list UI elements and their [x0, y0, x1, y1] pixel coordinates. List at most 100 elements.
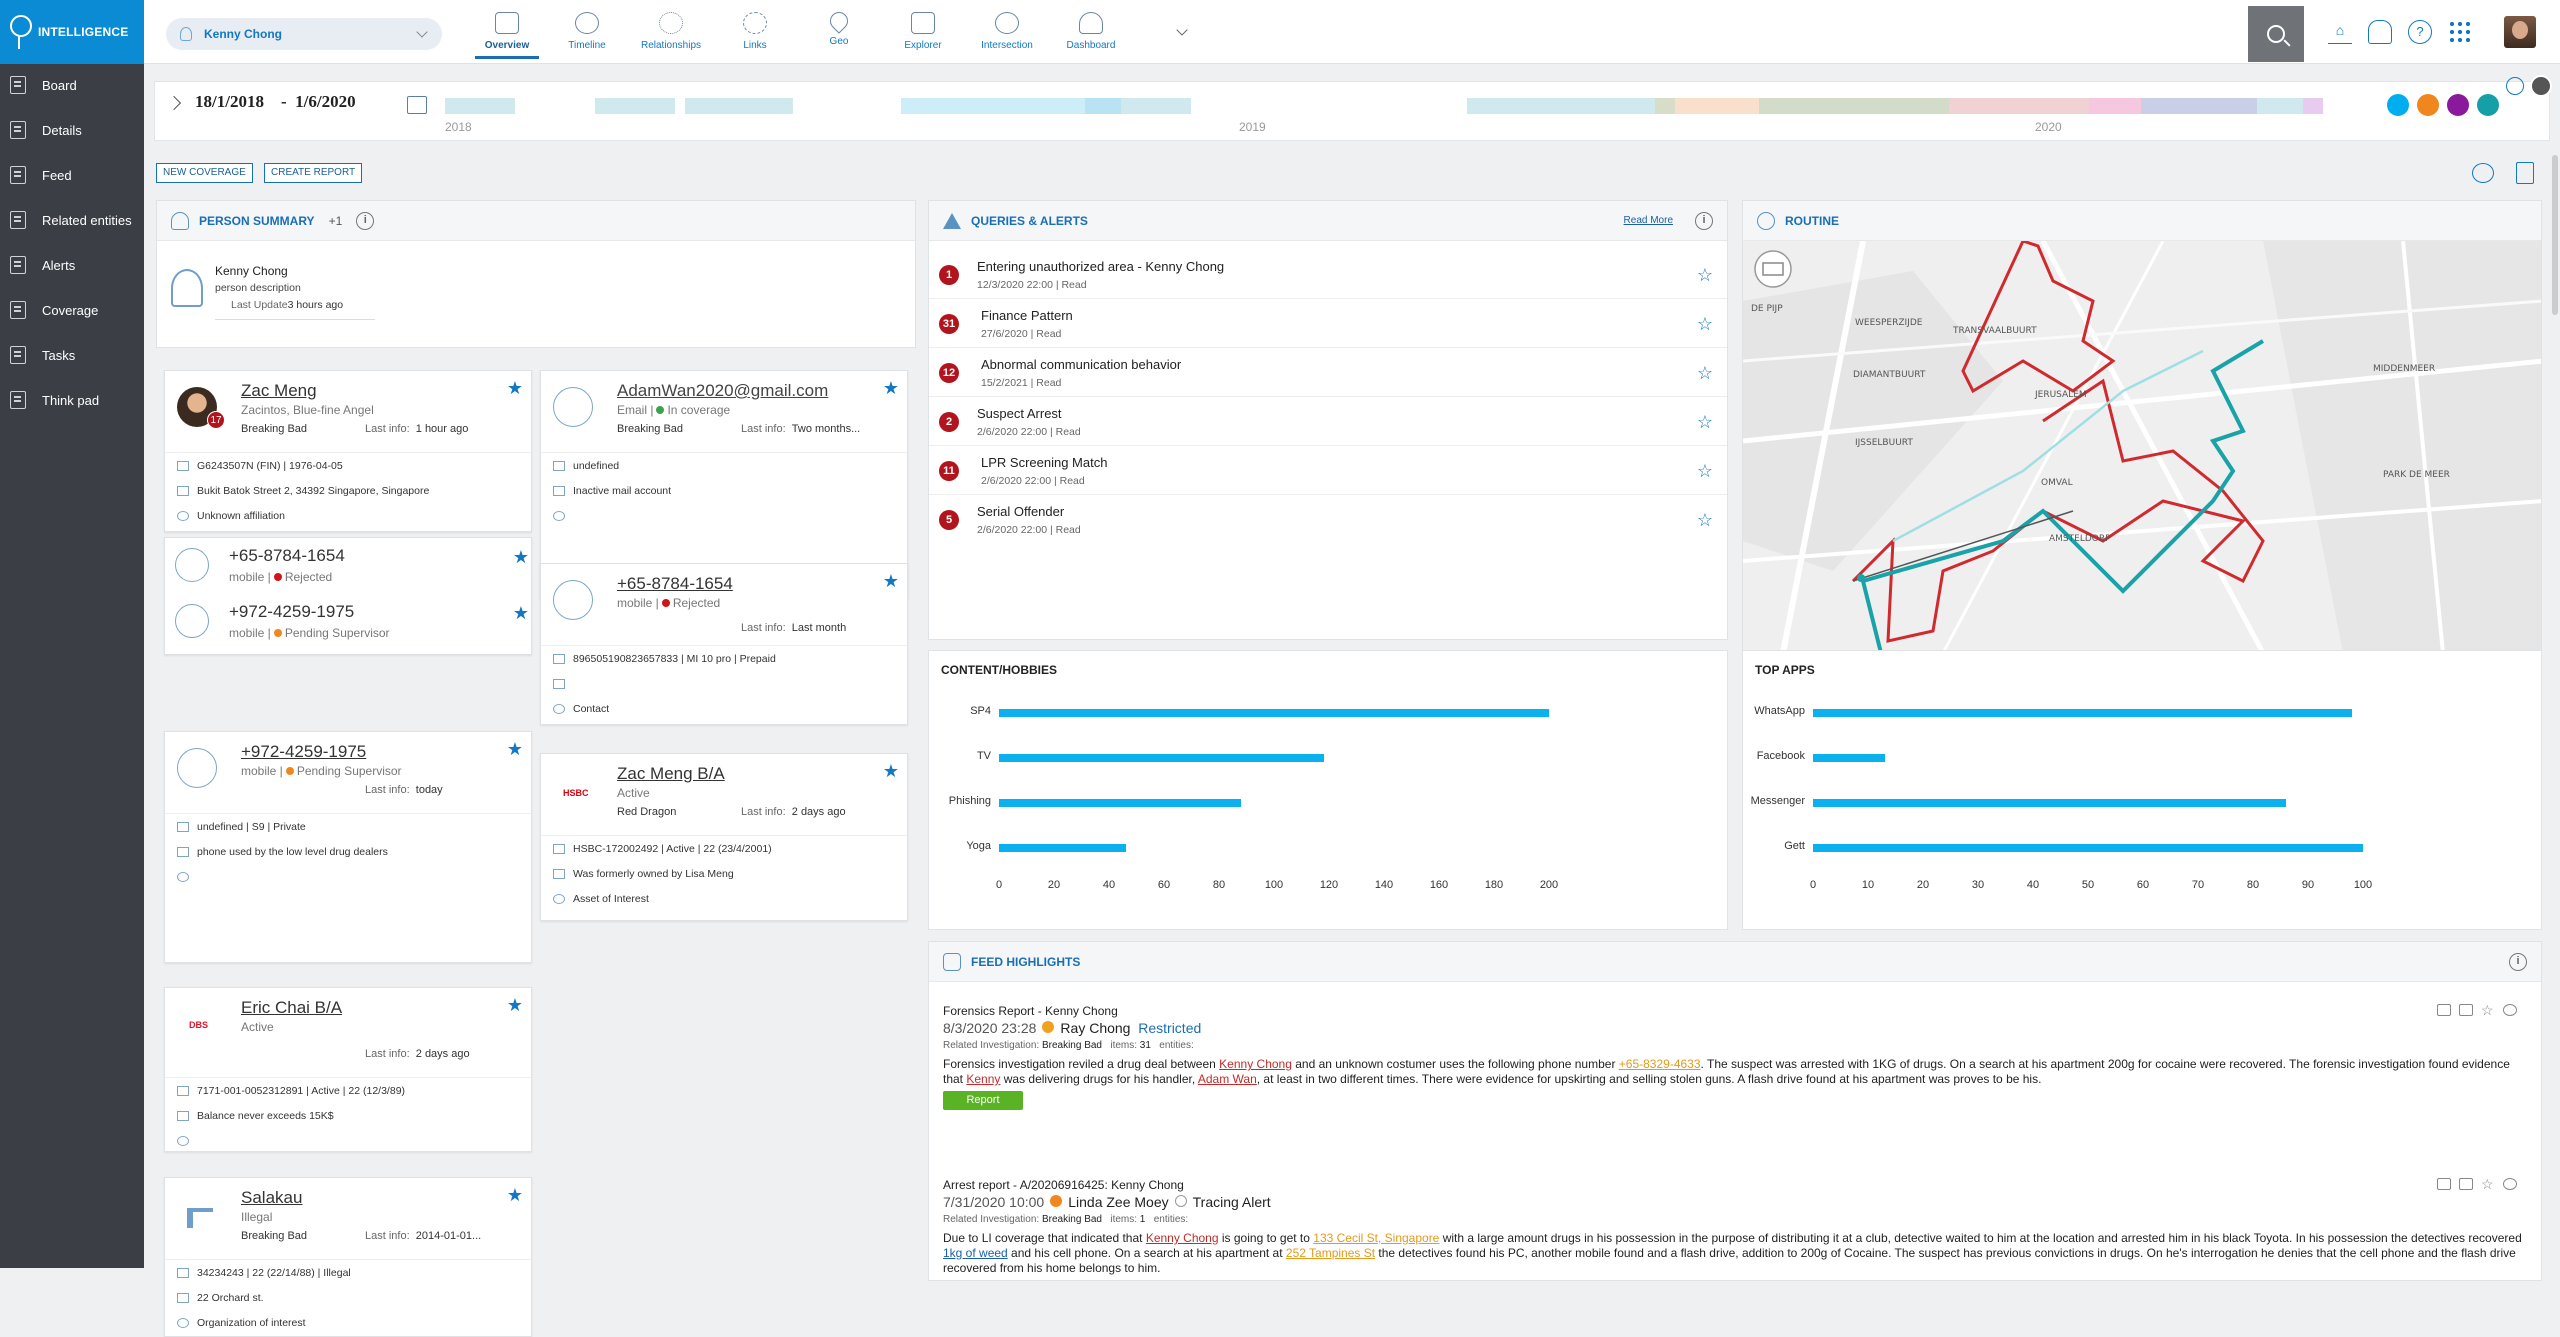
filter-dot-teal[interactable]	[2477, 94, 2499, 116]
star-icon[interactable]: ★	[506, 995, 523, 1015]
entity-card-eric-chai[interactable]: DBS Eric Chai B/A Active Last info: 2 da…	[164, 987, 532, 1152]
entity-name[interactable]: +65-8784-1654	[617, 574, 733, 593]
entity-name[interactable]: AdamWan2020@gmail.com	[617, 381, 829, 400]
bar[interactable]	[1813, 709, 2352, 717]
feed-photo[interactable]	[943, 1280, 1739, 1281]
info-icon[interactable]	[1174, 1195, 1187, 1207]
sidebar-item-board[interactable]: Board	[0, 70, 144, 100]
star-icon[interactable]: ★	[882, 571, 899, 591]
star-outline-icon[interactable]: ☆	[1696, 510, 1713, 530]
timeline-segment[interactable]	[793, 98, 901, 114]
star-icon[interactable]: ★	[882, 378, 899, 398]
home-icon[interactable]: ⌂	[2328, 20, 2352, 44]
info-icon[interactable]: i	[1695, 211, 1713, 230]
routine-map[interactable]: WEESPERZIJDE TRANSVAALBUURT DIAMANTBUURT…	[1743, 241, 2542, 652]
timeline-segment[interactable]	[445, 98, 515, 114]
star-icon[interactable]: ★	[882, 761, 899, 781]
bar[interactable]	[999, 754, 1324, 762]
timeline-segment[interactable]	[515, 98, 595, 114]
settings-icon[interactable]	[2506, 77, 2524, 95]
phone-entry[interactable]: +972-4259-1975 mobile | Pending Superviso…	[165, 594, 537, 650]
sidebar-item-feed[interactable]: Feed	[0, 160, 144, 190]
person-selector[interactable]: Kenny Chong	[166, 18, 442, 50]
date-range[interactable]: 18/1/2018 - 1/6/2020	[195, 92, 356, 112]
entity-name[interactable]: Salakau	[241, 1188, 303, 1207]
like-icon[interactable]	[2437, 1004, 2451, 1016]
entity-card-zac-meng[interactable]: 17 Zac Meng Zacintos, Blue-fine Angel Br…	[164, 370, 532, 532]
entity-link[interactable]: Kenny	[966, 1072, 1001, 1086]
star-outline-icon[interactable]: ☆	[2481, 1176, 2494, 1192]
bar[interactable]	[1813, 844, 2363, 852]
bar[interactable]	[999, 799, 1241, 807]
star-outline-icon[interactable]: ☆	[1696, 461, 1713, 481]
entity-name[interactable]: Zac Meng	[241, 381, 317, 400]
timeline-segment[interactable]	[1949, 98, 2089, 114]
sidebar-item-tasks[interactable]: Tasks	[0, 340, 144, 370]
tab-timeline[interactable]: Timeline	[547, 12, 627, 51]
alert-item[interactable]: 2 Suspect Arrest 2/6/2020 22:00 | Read ☆	[929, 398, 1727, 446]
tab-links[interactable]: Links	[715, 12, 795, 51]
tab-geo[interactable]: Geo	[799, 8, 879, 47]
star-icon[interactable]: ★	[512, 603, 529, 623]
entity-card-salakau[interactable]: Salakau Illegal Breaking Bad Last info: …	[164, 1177, 532, 1337]
entity-card-phone[interactable]: +972-4259-1975 mobile | Pending Superviso…	[164, 731, 532, 963]
sidebar-item-related-entities[interactable]: Related entities	[0, 205, 144, 235]
report-button[interactable]: Report	[943, 1091, 1023, 1110]
entity-name[interactable]: Eric Chai B/A	[241, 998, 343, 1017]
phones-card[interactable]: +65-8784-1654 mobile | Rejected ★ +972-42…	[164, 537, 532, 655]
timeline-segment[interactable]	[2303, 98, 2323, 114]
timeline-segment[interactable]	[595, 98, 675, 114]
user-avatar[interactable]	[2504, 16, 2536, 48]
report-icon[interactable]	[2516, 162, 2534, 184]
star-outline-icon[interactable]: ☆	[1696, 412, 1713, 432]
star-icon[interactable]: ★	[512, 547, 529, 567]
star-icon[interactable]: ★	[506, 739, 523, 759]
filter-dot-purple[interactable]	[2447, 94, 2469, 116]
like-icon[interactable]	[2437, 1178, 2451, 1190]
tab-explorer[interactable]: Explorer	[883, 12, 963, 51]
info-icon[interactable]: i	[2509, 952, 2527, 971]
alert-item[interactable]: 5 Serial Offender 2/6/2020 22:00 | Read ☆	[929, 496, 1727, 544]
apps-grid-icon[interactable]	[2448, 20, 2472, 44]
history-icon[interactable]	[2530, 75, 2552, 97]
bar[interactable]	[999, 844, 1126, 852]
calendar-icon[interactable]	[407, 96, 427, 114]
info-icon[interactable]: i	[356, 211, 375, 230]
feed-author[interactable]: Ray Chong	[1060, 1020, 1131, 1036]
filter-dot-blue[interactable]	[2387, 94, 2409, 116]
new-coverage-button[interactable]: NEW COVERAGE	[156, 163, 253, 183]
timeline-segment[interactable]	[1675, 98, 1759, 114]
star-icon[interactable]: ★	[506, 378, 523, 398]
comment-icon[interactable]	[2459, 1178, 2473, 1190]
entity-link[interactable]: Adam Wan	[1197, 1072, 1257, 1086]
app-logo[interactable]: INTELLIGENCE	[0, 0, 144, 64]
timeline-segment[interactable]	[1759, 98, 1949, 114]
alert-item[interactable]: 1 Entering unauthorized area - Kenny Chon…	[929, 251, 1727, 299]
feed-item-2[interactable]: ☆ Arrest report - A/20206916425: Kenny C…	[943, 1176, 2527, 1281]
alert-item[interactable]: 12 Abnormal communication behavior 15/2/20…	[929, 349, 1727, 397]
timeline-segment[interactable]	[1191, 98, 1467, 114]
entity-name[interactable]: Zac Meng B/A	[617, 764, 725, 783]
star-outline-icon[interactable]: ☆	[2481, 1002, 2494, 1018]
entity-card-email[interactable]: AdamWan2020@gmail.com Email | In coverage…	[540, 370, 908, 600]
sidebar-item-details[interactable]: Details	[0, 115, 144, 145]
star-outline-icon[interactable]: ☆	[1696, 363, 1713, 383]
bar[interactable]	[1813, 799, 2286, 807]
timeline-segment[interactable]	[1467, 98, 1655, 114]
chevron-right-icon[interactable]	[166, 95, 182, 111]
entity-link[interactable]: +65-8329-4633	[1618, 1057, 1701, 1071]
feed-item-1[interactable]: ☆ Forensics Report - Kenny Chong 8/3/202…	[943, 1002, 2527, 1110]
page-scrollbar[interactable]	[2552, 155, 2558, 315]
create-report-button[interactable]: CREATE REPORT	[264, 163, 363, 183]
timeline-segment[interactable]	[2257, 98, 2303, 114]
info-icon[interactable]	[2503, 1004, 2517, 1016]
star-outline-icon[interactable]: ☆	[1696, 265, 1713, 285]
tab-overview[interactable]: Overview	[467, 12, 547, 59]
entity-link[interactable]: 133 Cecil St, Singapore	[1313, 1231, 1440, 1245]
feed-author[interactable]: Linda Zee Moey	[1068, 1194, 1169, 1210]
timeline-segment[interactable]	[1655, 98, 1675, 114]
plus-count[interactable]: +1	[328, 213, 343, 228]
tab-relationships[interactable]: Relationships	[631, 12, 711, 51]
timeline-segment[interactable]	[1121, 98, 1191, 114]
sidebar-item-coverage[interactable]: Coverage	[0, 295, 144, 325]
